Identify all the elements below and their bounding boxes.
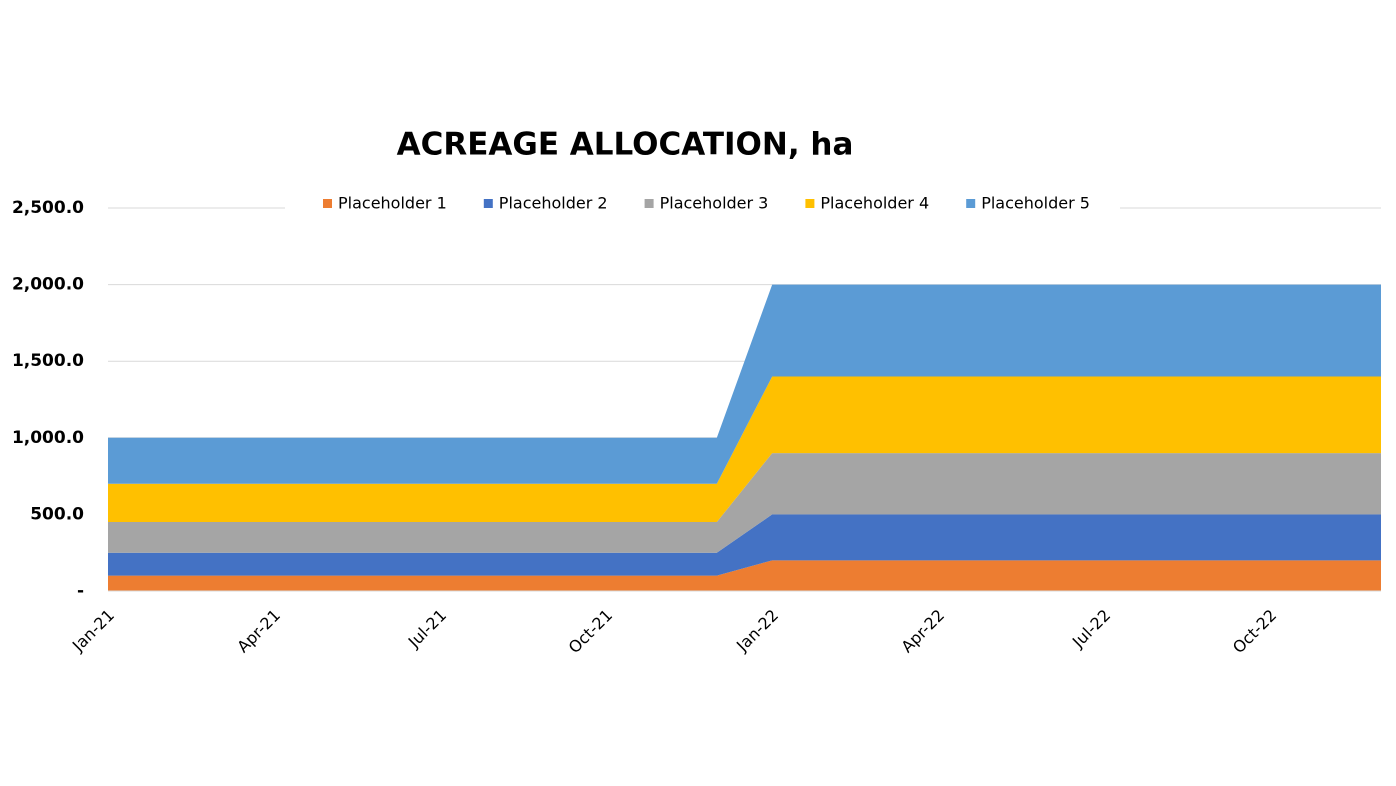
- x-tick-label: Oct-21: [565, 606, 616, 657]
- x-tick-label: Jul-21: [404, 606, 450, 652]
- y-tick-label: -: [77, 581, 84, 601]
- y-tick-label: 2,500.0: [12, 198, 84, 218]
- x-tick-label: Jul-22: [1068, 606, 1114, 652]
- x-tick-label: Apr-21: [233, 606, 284, 657]
- y-tick-label: 500.0: [30, 504, 84, 524]
- y-tick-label: 1,500.0: [12, 351, 84, 371]
- y-tick-label: 1,000.0: [12, 428, 84, 448]
- legend-label: Placeholder 1: [338, 194, 447, 213]
- legend-label: Placeholder 5: [981, 194, 1090, 213]
- legend-label: Placeholder 3: [660, 194, 769, 213]
- x-tick-label: Apr-22: [897, 606, 948, 657]
- legend-marker: [323, 199, 332, 208]
- legend-marker: [966, 199, 976, 208]
- legend-marker: [805, 199, 815, 208]
- legend-marker: [644, 199, 654, 208]
- chart-title: ACREAGE ALLOCATION, ha: [397, 127, 854, 163]
- area: [108, 376, 1381, 523]
- area: [108, 514, 1381, 576]
- legend-label: Placeholder 2: [499, 194, 608, 213]
- area: [108, 284, 1381, 484]
- area: [108, 453, 1381, 553]
- legend-marker: [483, 199, 493, 208]
- legend-background: [285, 190, 1120, 218]
- y-tick-label: 2,000.0: [12, 275, 84, 295]
- x-tick-label: Jan-21: [68, 606, 118, 656]
- legend-label: Placeholder 4: [820, 194, 929, 213]
- x-tick-label: Oct-22: [1229, 606, 1280, 657]
- x-tick-label: Jan-22: [732, 606, 782, 656]
- area: [108, 560, 1381, 591]
